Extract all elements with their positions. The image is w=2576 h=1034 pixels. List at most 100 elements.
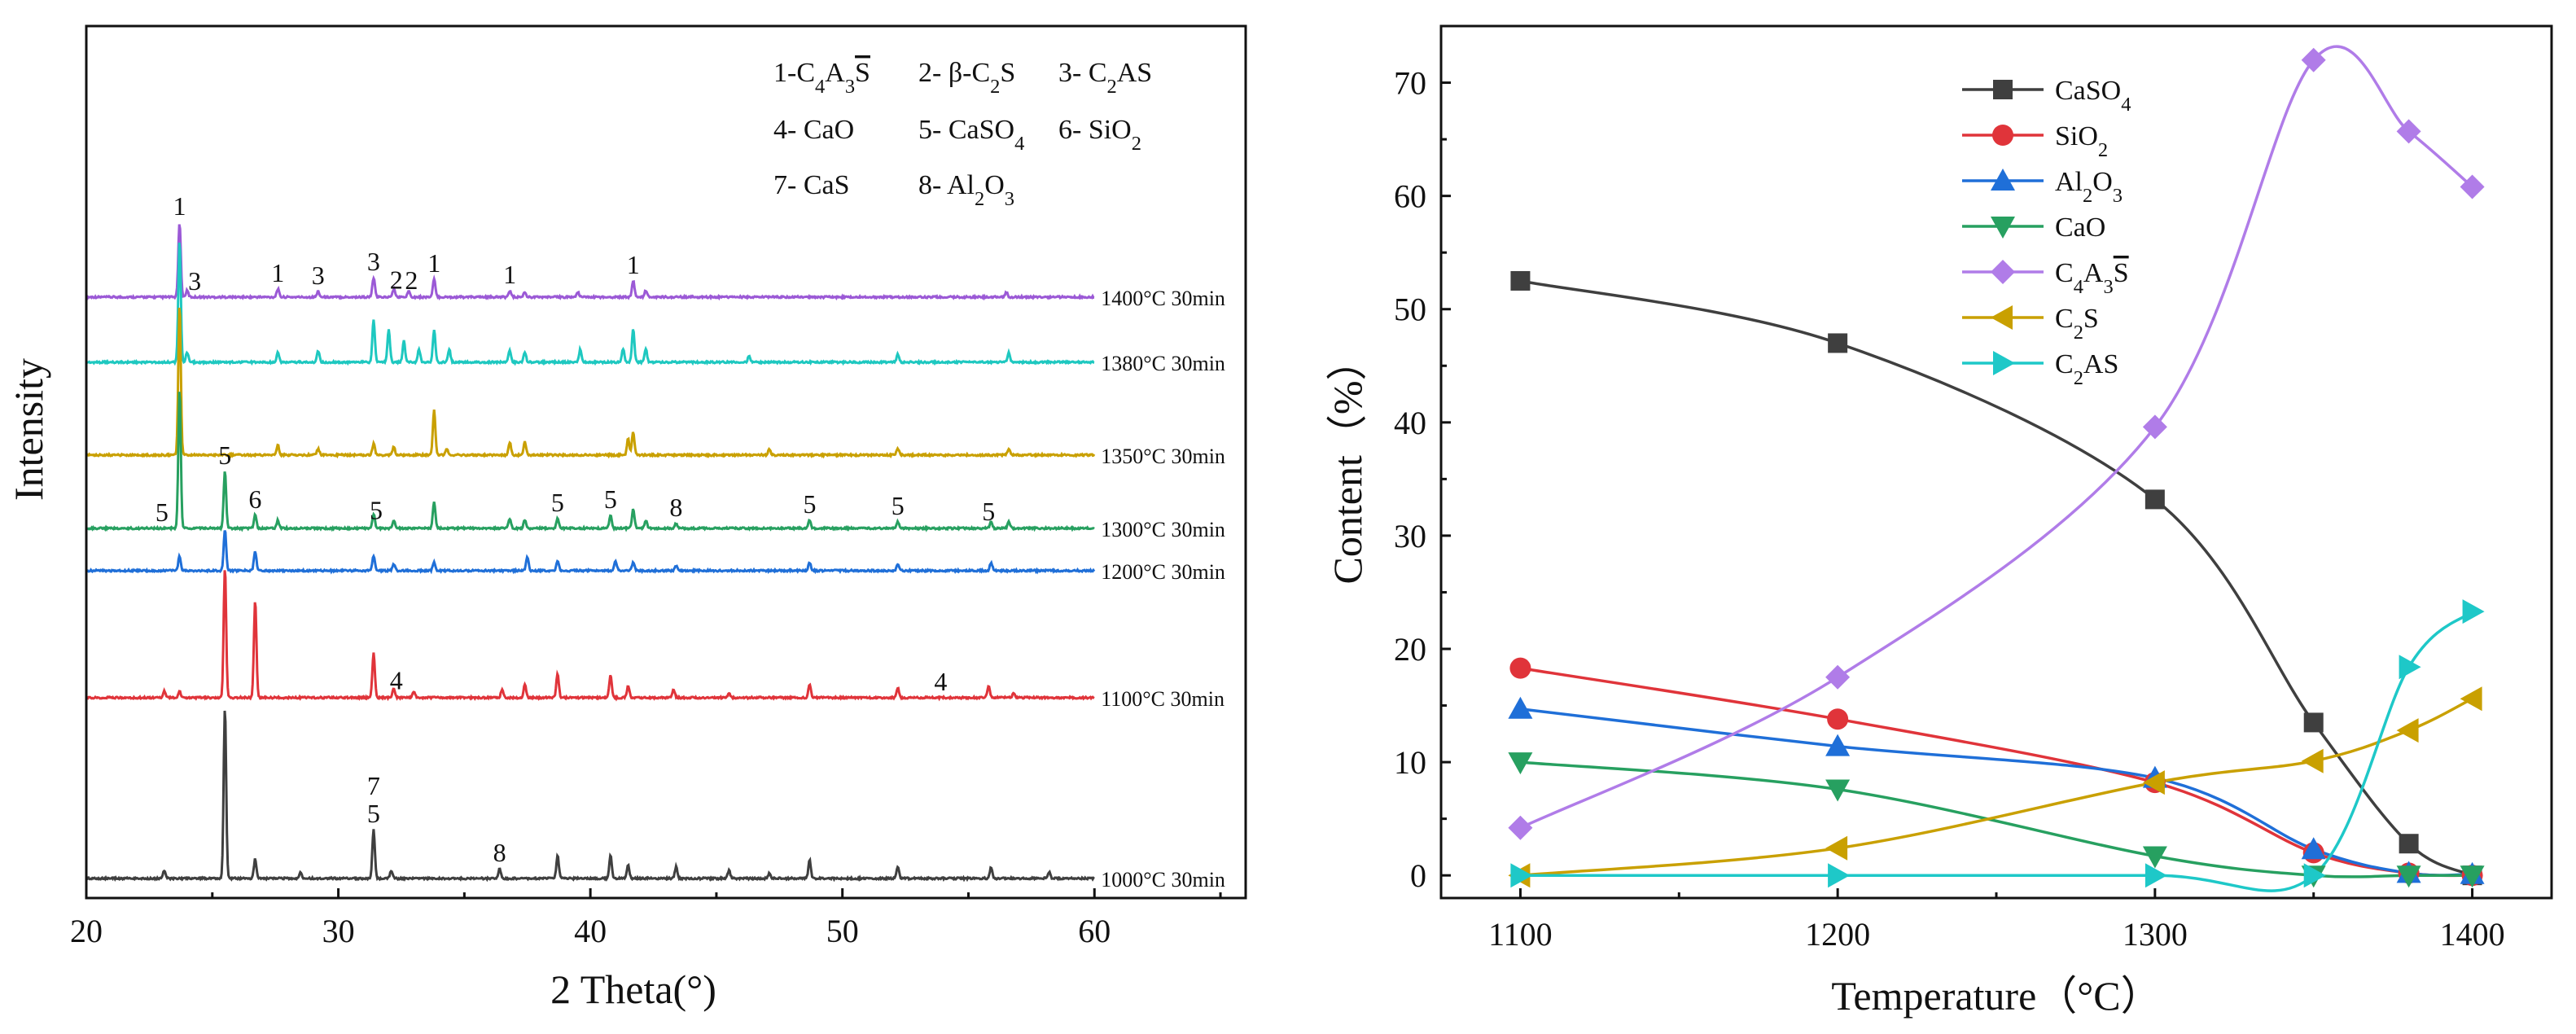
xrd-peak-label: 5 bbox=[803, 489, 816, 519]
xrd-trace-label: 1200°C 30min bbox=[1101, 560, 1225, 584]
xrd-peak-label: 1 bbox=[173, 191, 186, 221]
content-data-point bbox=[2460, 174, 2485, 199]
xrd-trace-line bbox=[85, 710, 1095, 883]
phase-key-item-main2: A bbox=[825, 58, 845, 88]
legend-label-main: Al bbox=[2055, 167, 2083, 197]
content-data-point bbox=[2142, 846, 2167, 869]
phase-key-item-num: 2- bbox=[918, 58, 948, 88]
legend-marker bbox=[1991, 260, 2015, 284]
content-data-point bbox=[2396, 865, 2421, 888]
legend-label-sub: 2 bbox=[2083, 185, 2092, 207]
legend-label-sub: 4 bbox=[2074, 276, 2083, 298]
content-data-point bbox=[2301, 748, 2324, 773]
xrd-trace-line bbox=[85, 224, 1095, 301]
content-series-markers bbox=[1508, 47, 2485, 888]
phase-key-item-sbar: S bbox=[855, 58, 870, 88]
content-x-axis-title: Temperature（°C） bbox=[1831, 973, 2161, 1019]
content-data-point bbox=[2303, 863, 2326, 888]
xrd-trace-line bbox=[85, 530, 1096, 575]
phase-key-item-main: β-C bbox=[948, 58, 990, 88]
legend-label-main: C bbox=[2055, 349, 2074, 379]
content-data-point bbox=[1508, 815, 1533, 840]
content-data-point bbox=[2399, 655, 2421, 680]
legend-label-sub2: 3 bbox=[2103, 276, 2113, 298]
phase-key-item-main2: AS bbox=[1117, 58, 1152, 88]
xrd-peak-label: 2 bbox=[390, 265, 403, 295]
xrd-trace-line bbox=[85, 242, 1095, 366]
content-y-tick-label: 70 bbox=[1394, 65, 1426, 102]
phase-key-item: 1-C4A3S bbox=[773, 58, 870, 98]
content-series-lines bbox=[1519, 45, 2473, 892]
phase-key-item: 2- β-C2S bbox=[918, 58, 1015, 98]
content-data-point bbox=[1828, 863, 1851, 888]
xrd-peak-label: 2 bbox=[405, 265, 418, 295]
legend-label-sub: 2 bbox=[2098, 139, 2108, 161]
xrd-peak-label: 7 bbox=[367, 771, 380, 800]
content-data-point bbox=[1508, 696, 1533, 719]
phase-key-item: 3- C2AS bbox=[1058, 58, 1152, 98]
xrd-trace-label: 1000°C 30min bbox=[1101, 868, 1225, 892]
content-data-point bbox=[2396, 718, 2419, 743]
xrd-peak-label: 1 bbox=[427, 248, 440, 278]
xrd-x-tick-label: 40 bbox=[574, 913, 607, 949]
phase-key-item-main: C bbox=[796, 58, 815, 88]
phase-key-item-main: C bbox=[1089, 58, 1107, 88]
phase-key-item-num: 4- bbox=[773, 115, 804, 145]
xrd-x-tick-label: 30 bbox=[322, 913, 355, 949]
xrd-plot-frame bbox=[85, 24, 1247, 900]
content-x-tick-label: 1300 bbox=[2123, 916, 2188, 953]
phase-key-item-main: SiO bbox=[1089, 115, 1132, 145]
xrd-peak-label: 3 bbox=[312, 261, 325, 290]
content-data-point bbox=[1509, 657, 1531, 679]
xrd-x-tick-label: 60 bbox=[1078, 913, 1111, 949]
content-data-point bbox=[1825, 734, 1851, 756]
xrd-peak-label: 5 bbox=[982, 497, 995, 526]
xrd-peak-label: 5 bbox=[551, 488, 564, 517]
xrd-peak-label: 1 bbox=[271, 258, 284, 287]
content-y-tick-label: 40 bbox=[1394, 405, 1426, 441]
content-data-point bbox=[2303, 712, 2324, 733]
phase-key-item-sub2: 3 bbox=[845, 76, 855, 98]
content-data-point bbox=[1510, 270, 1531, 291]
content-y-tick-label: 60 bbox=[1394, 178, 1426, 215]
legend-marker bbox=[1991, 169, 2015, 191]
phase-key-item-num: 1- bbox=[773, 58, 796, 88]
content-y-axis-title: Content（%） bbox=[1325, 340, 1370, 585]
legend-marker bbox=[1993, 351, 2015, 375]
legend-label-main: SiO bbox=[2055, 121, 2098, 151]
legend-label-main: C bbox=[2055, 304, 2074, 334]
xrd-x-axis-title: 2 Theta(°) bbox=[550, 966, 716, 1012]
content-series-line bbox=[1520, 279, 2473, 877]
xrd-peak-label: 4 bbox=[934, 667, 947, 696]
xrd-peak-label: 5 bbox=[604, 484, 617, 514]
content-x-tick-label: 1400 bbox=[2440, 916, 2505, 953]
legend-label-main: CaO bbox=[2055, 212, 2105, 243]
legend-label-main2: AS bbox=[2083, 349, 2118, 379]
content-data-point bbox=[2460, 865, 2485, 888]
legend-label-sub: 4 bbox=[2121, 94, 2131, 116]
content-data-point bbox=[2301, 837, 2326, 860]
content-x-tick-label: 1100 bbox=[1488, 916, 1553, 953]
phase-key-item: 5- CaSO4 bbox=[918, 115, 1024, 155]
content-y-ticks: 0 10 20 30 40 50 60 70 bbox=[1394, 65, 1451, 894]
xrd-trace-line bbox=[85, 392, 1095, 532]
xrd-trace-label: 1380°C 30min bbox=[1101, 352, 1225, 375]
legend-marker bbox=[1991, 305, 2013, 330]
content-y-tick-label: 10 bbox=[1394, 744, 1426, 781]
content-data-point bbox=[2462, 599, 2485, 624]
xrd-peak-label: 5 bbox=[156, 497, 169, 527]
phase-key-item-main: CaSO bbox=[948, 115, 1014, 145]
xrd-peak-label: 5 bbox=[370, 496, 383, 525]
content-y-tick-label: 20 bbox=[1394, 631, 1426, 668]
legend-label: C4A3S bbox=[2055, 258, 2129, 298]
content-data-point bbox=[1825, 835, 1848, 861]
legend-label: SiO2 bbox=[2055, 121, 2108, 161]
xrd-peak-label: 5 bbox=[367, 799, 380, 828]
phase-key-item-num: 8- bbox=[918, 170, 947, 200]
phase-key-item: 7- CaS bbox=[773, 170, 850, 200]
content-y-tick-label: 0 bbox=[1410, 857, 1426, 894]
xrd-peak-label: 8 bbox=[669, 493, 682, 522]
xrd-peak-label: 8 bbox=[493, 838, 506, 867]
legend-label: Al2O3 bbox=[2055, 167, 2123, 207]
